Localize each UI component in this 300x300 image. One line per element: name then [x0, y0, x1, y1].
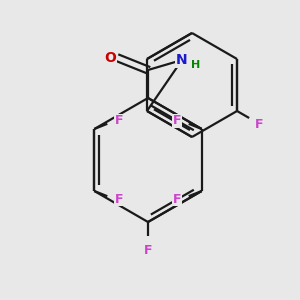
Text: F: F — [255, 118, 264, 130]
Text: O: O — [104, 51, 116, 65]
Text: H: H — [191, 60, 201, 70]
Text: F: F — [173, 114, 181, 127]
Text: F: F — [144, 244, 152, 257]
Text: F: F — [173, 193, 181, 206]
Text: F: F — [115, 193, 123, 206]
Text: F: F — [115, 114, 123, 127]
Text: N: N — [176, 53, 188, 67]
